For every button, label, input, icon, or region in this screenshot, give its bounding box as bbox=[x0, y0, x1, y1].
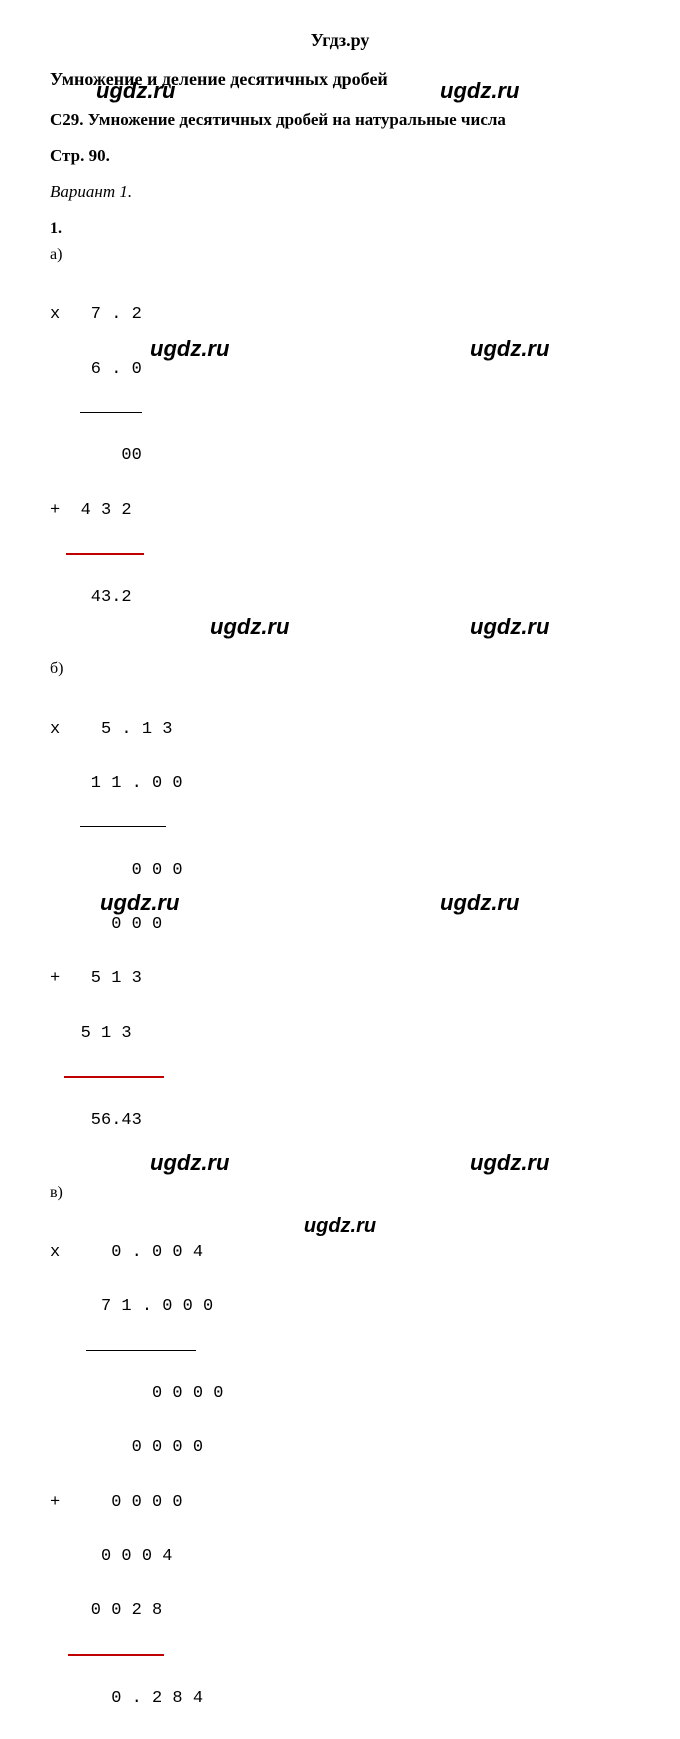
part-c-label: в) bbox=[50, 1184, 630, 1202]
calc-row: 0 0 0 4 bbox=[50, 1543, 630, 1570]
site-header: Угдз.ру bbox=[50, 30, 630, 51]
calc-a: x 7 . 2 6 . 0 00 + 4 3 2 43.2 bbox=[50, 274, 630, 638]
calc-row: + 0 0 0 0 bbox=[50, 1489, 630, 1516]
rule-red bbox=[66, 553, 144, 555]
calc-row: 56.43 bbox=[50, 1107, 630, 1134]
calc-row: + 4 3 2 bbox=[50, 497, 630, 524]
footer-watermark: ugdz.ru bbox=[0, 1215, 680, 1238]
calc-row: 6 . 0 bbox=[50, 356, 630, 383]
calc-row: 0 0 0 0 bbox=[50, 1434, 630, 1461]
question-number: 1. bbox=[50, 220, 630, 238]
rule-red bbox=[64, 1076, 164, 1078]
section-title: Умножение и деление десятичных дробей bbox=[50, 69, 630, 90]
variant-label: Вариант 1. bbox=[50, 182, 630, 202]
calc-row: + 5 1 3 bbox=[50, 965, 630, 992]
calc-c: x 0 . 0 0 4 7 1 . 0 0 0 0 0 0 0 0 0 0 0 … bbox=[50, 1212, 630, 1739]
rule-black bbox=[86, 1350, 196, 1351]
rule-black bbox=[80, 826, 166, 827]
calc-row: 0 0 2 8 bbox=[50, 1597, 630, 1624]
rule-red bbox=[68, 1654, 164, 1656]
part-a-label: а) bbox=[50, 246, 630, 264]
calc-row: 00 bbox=[50, 442, 630, 469]
calc-row: 43.2 bbox=[50, 584, 630, 611]
calc-row: 7 1 . 0 0 0 bbox=[50, 1293, 630, 1320]
calc-row: 0 . 2 8 4 bbox=[50, 1685, 630, 1712]
calc-row: 0 0 0 0 bbox=[50, 1380, 630, 1407]
rule-black bbox=[80, 412, 142, 413]
calc-row: 1 1 . 0 0 bbox=[50, 770, 630, 797]
calc-row: 0 0 0 bbox=[50, 857, 630, 884]
calc-b: x 5 . 1 3 1 1 . 0 0 0 0 0 0 0 0 + 5 1 3 … bbox=[50, 688, 630, 1161]
page-ref: Стр. 90. bbox=[50, 146, 630, 166]
subsection-title: С29. Умножение десятичных дробей на нату… bbox=[50, 110, 630, 130]
calc-row: x 5 . 1 3 bbox=[50, 716, 630, 743]
part-b-label: б) bbox=[50, 660, 630, 678]
calc-row: 5 1 3 bbox=[50, 1020, 630, 1047]
calc-row: 0 0 0 bbox=[50, 911, 630, 938]
calc-row: x 7 . 2 bbox=[50, 301, 630, 328]
calc-row: x 0 . 0 0 4 bbox=[50, 1239, 630, 1266]
